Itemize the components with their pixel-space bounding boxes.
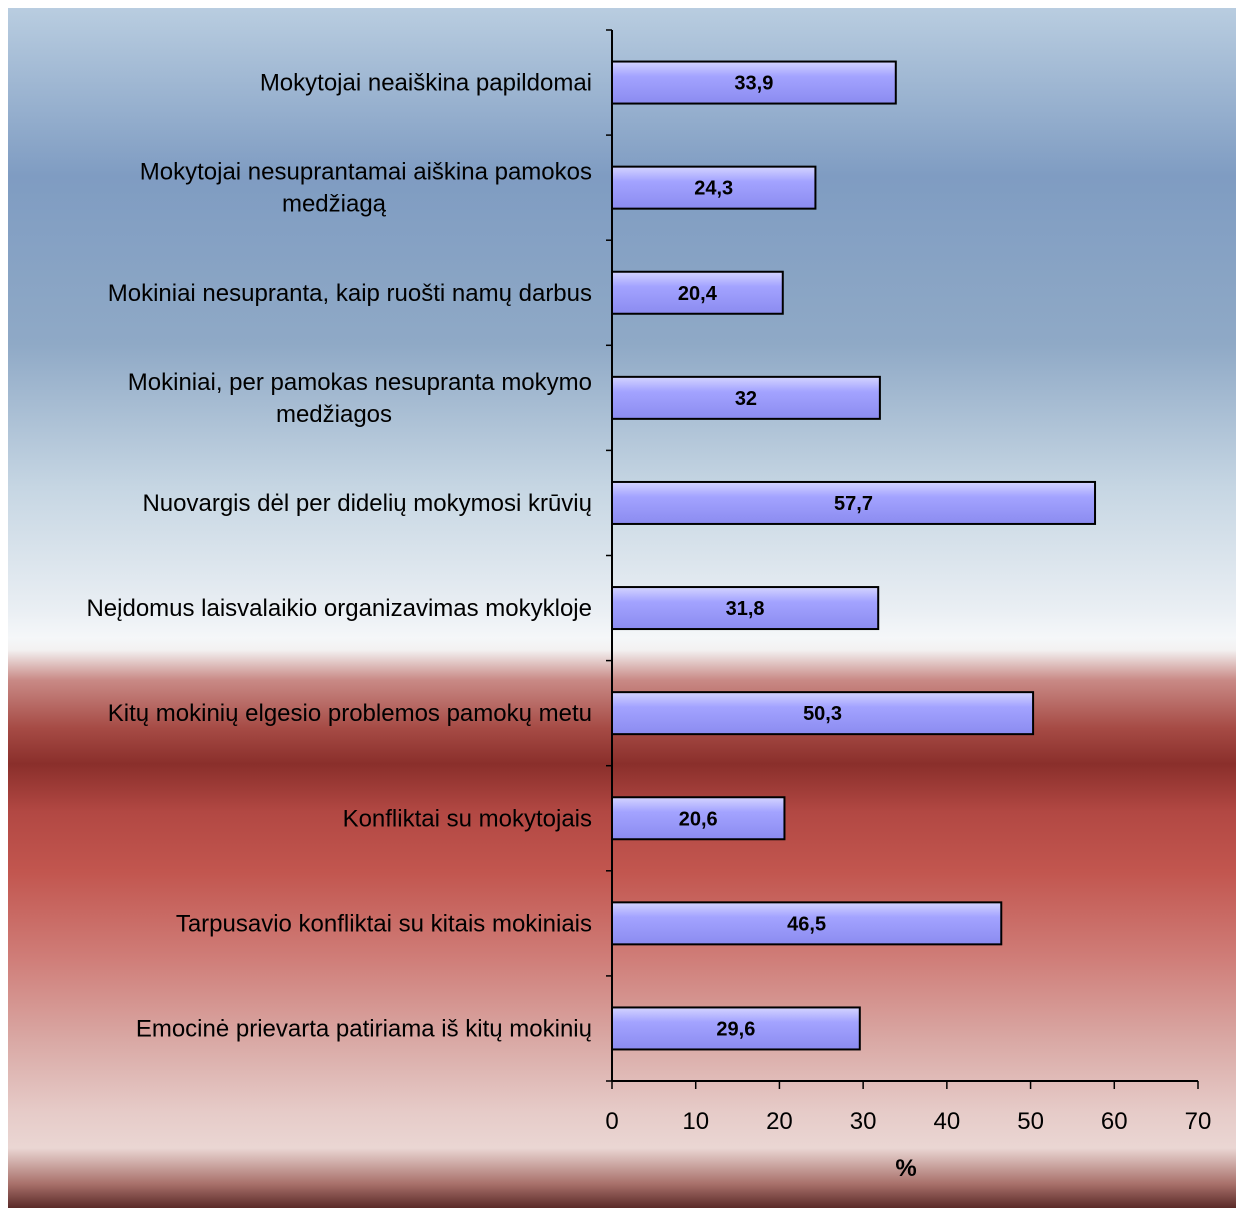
bar-2 [611, 165, 817, 210]
category-label-9: Tarpusavio konfliktai su kitais mokiniai… [176, 910, 592, 937]
category-label-2-line-2: medžiagą [282, 191, 387, 218]
x-tick-label-0: 0 [605, 1108, 618, 1135]
bar-value-label-4: 32 [735, 388, 757, 410]
x-tick-label-30: 30 [850, 1108, 877, 1135]
category-label-5: Nuovargis dėl per didelių mokymosi krūvi… [142, 490, 592, 517]
bar-value-label-5: 57,7 [834, 493, 873, 515]
bar-6 [611, 586, 880, 631]
category-label-4-line-2: medžiagos [276, 401, 392, 428]
bar-value-label-2: 24,3 [694, 178, 733, 200]
x-tick-label-60: 60 [1101, 1108, 1128, 1135]
category-label-8: Konfliktai su mokytojais [343, 805, 592, 832]
bar-value-label-10: 29,6 [716, 1018, 755, 1040]
category-label-4-line-1: Mokiniai, per pamokas nesupranta mokymo [128, 369, 592, 396]
bar-1 [611, 60, 897, 105]
category-label-10: Emocinė prievarta patiriama iš kitų moki… [136, 1015, 592, 1042]
category-label-7: Kitų mokinių elgesio problemos pamokų me… [108, 700, 592, 727]
bar-5 [611, 480, 1097, 525]
x-tick-label-20: 20 [766, 1108, 793, 1135]
bar-value-label-8: 20,6 [679, 808, 718, 830]
x-tick-label-10: 10 [682, 1108, 709, 1135]
bar-value-label-6: 31,8 [726, 598, 765, 620]
x-tick-label-50: 50 [1017, 1108, 1044, 1135]
bar-value-label-7: 50,3 [803, 703, 842, 725]
bar-value-label-3: 20,4 [678, 283, 718, 305]
x-tick-label-40: 40 [934, 1108, 961, 1135]
bar-value-label-9: 46,5 [787, 913, 826, 935]
bar-4 [611, 375, 881, 420]
bar-3 [611, 270, 784, 315]
x-tick-label-70: 70 [1185, 1108, 1212, 1135]
category-label-2-line-1: Mokytojai nesuprantamai aiškina pamokos [140, 159, 592, 186]
category-label-1: Mokytojai neaiškina papildomai [260, 70, 592, 97]
x-axis-title: % [895, 1155, 916, 1182]
bar-value-label-1: 33,9 [734, 73, 773, 95]
category-label-3: Mokiniai nesupranta, kaip ruošti namų da… [108, 280, 592, 307]
category-label-6: Neįdomus laisvalaikio organizavimas moky… [86, 595, 592, 622]
bar-7 [611, 691, 1035, 736]
